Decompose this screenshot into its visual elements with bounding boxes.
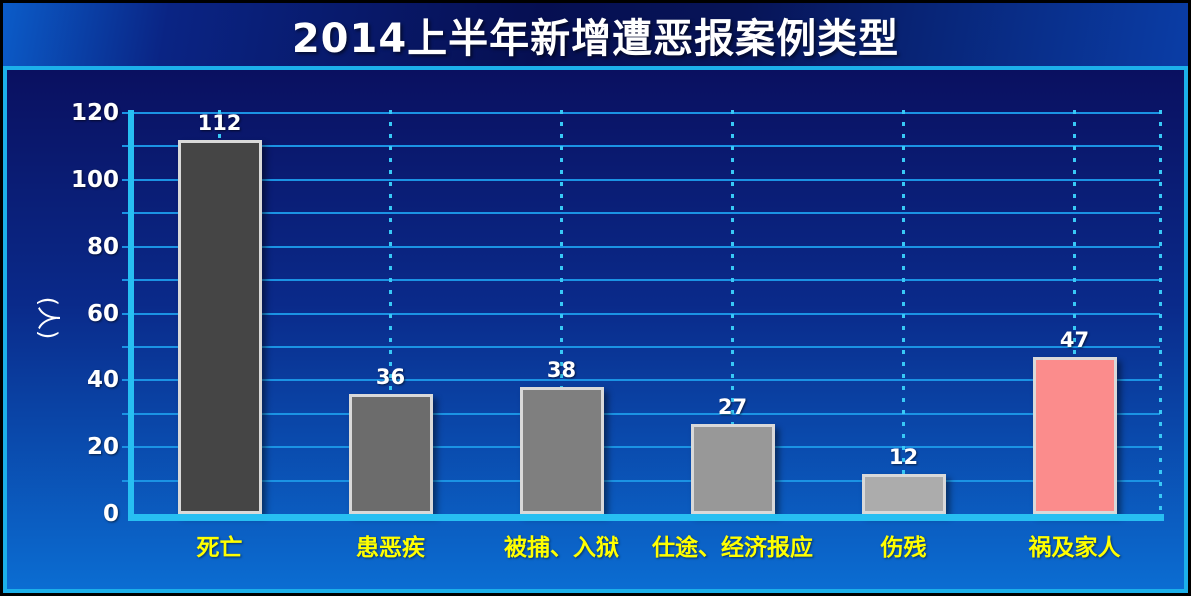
y-tick-label-80: 80	[86, 233, 119, 260]
category-label-4: 伤残	[880, 535, 927, 561]
bar-value-label-1: 36	[375, 364, 406, 389]
bar-value-label-2: 38	[546, 358, 577, 383]
gridline-y-110	[122, 145, 1160, 148]
category-guide-5	[1073, 110, 1076, 514]
y-tick-label-100: 100	[70, 166, 119, 193]
gridline-y-90	[122, 212, 1160, 215]
y-tick-label-20: 20	[86, 434, 119, 461]
chart-title-band: 2014上半年新增遭恶报案例类型	[3, 3, 1188, 66]
bar-0	[177, 139, 262, 514]
gridline-y-50	[122, 345, 1160, 348]
gridline-y-10	[122, 479, 1160, 482]
bar-2	[519, 387, 604, 514]
gridline-y-60	[122, 312, 1160, 315]
bar-4	[861, 473, 946, 514]
gridline-y-70	[122, 279, 1160, 282]
category-label-1: 患恶疾	[356, 535, 425, 561]
y-tick-label-120: 120	[70, 100, 119, 126]
y-tick-label-0: 0	[102, 501, 119, 527]
gridline-y-80	[122, 245, 1160, 248]
bar-1	[348, 393, 433, 514]
gridline-y-40	[122, 379, 1160, 382]
category-guide-4	[902, 110, 905, 514]
gridline-y-20	[122, 446, 1160, 449]
bar-value-label-3: 27	[717, 394, 748, 419]
plot-right-boundary	[1158, 110, 1162, 514]
y-tick-label-40: 40	[86, 367, 119, 394]
category-label-0: 死亡	[196, 535, 243, 561]
bar-value-label-0: 112	[197, 110, 242, 135]
gridline-y-100	[122, 178, 1160, 181]
y-axis-line	[128, 110, 134, 521]
category-guide-2	[560, 110, 563, 514]
category-guide-1	[389, 110, 392, 514]
gridline-y-120	[122, 112, 1160, 114]
category-label-3: 仕途、经济报应	[652, 535, 813, 561]
gridline-y-30	[122, 412, 1160, 415]
chart-title: 2014上半年新增遭恶报案例类型	[291, 15, 900, 62]
bar-value-label-4: 12	[888, 444, 919, 469]
bar-5	[1032, 356, 1117, 514]
bar-value-label-5: 47	[1059, 327, 1090, 352]
category-guide-3	[731, 110, 734, 514]
y-tick-label-60: 60	[86, 300, 119, 327]
category-label-2: 被捕、入狱	[504, 535, 619, 561]
category-label-5: 祸及家人	[1028, 535, 1121, 561]
plot-area: (人) 112 死亡 36 患恶疾 38 被捕、入狱 27 仕途、经济报应 12 伤残 47 祸及家人…	[7, 69, 1184, 589]
x-axis-line	[128, 514, 1164, 521]
bar-3	[690, 423, 775, 514]
